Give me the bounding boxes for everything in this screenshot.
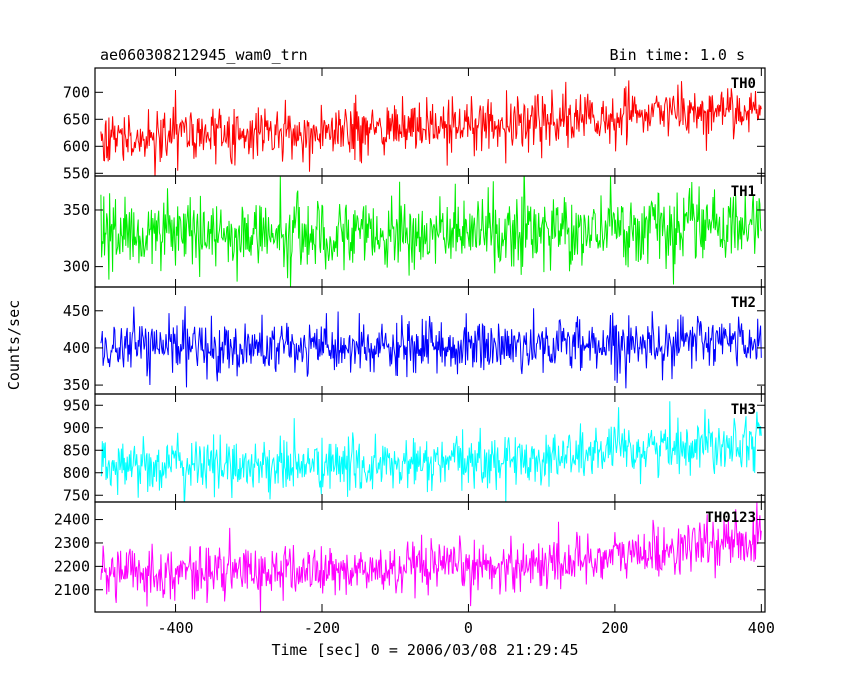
panel-frame bbox=[94, 501, 766, 613]
x-tick-label: -200 bbox=[304, 619, 340, 637]
chart-title: ae060308212945_wam0_trn bbox=[100, 46, 308, 64]
x-tick-label: 200 bbox=[601, 619, 628, 637]
series-line-th2 bbox=[100, 306, 762, 389]
panel-th0123: 2100 2200 2300 2400 TH0123 bbox=[54, 501, 766, 613]
y-axis-label: Counts/sec bbox=[5, 300, 23, 390]
series-line-th1 bbox=[100, 176, 762, 287]
panel-th0: 550 600 650 700 TH0 bbox=[63, 67, 766, 182]
x-axis: -400 -200 0 200 400 bbox=[157, 619, 774, 637]
x-tick-label: 0 bbox=[464, 619, 473, 637]
x-tick-label: -400 bbox=[157, 619, 193, 637]
y-tick-label: 2400 bbox=[54, 511, 90, 529]
y-tick-label: 2300 bbox=[54, 534, 90, 552]
panel-label: TH0123 bbox=[705, 510, 756, 526]
y-tick-label: 900 bbox=[63, 419, 90, 437]
panel-label: TH2 bbox=[731, 295, 756, 311]
y-tick-label: 2200 bbox=[54, 557, 90, 575]
panel-label: TH3 bbox=[731, 402, 756, 418]
bin-time-label: Bin time: 1.0 s bbox=[610, 46, 745, 64]
y-tick-label: 600 bbox=[63, 137, 90, 155]
y-tick-label: 700 bbox=[63, 83, 90, 101]
y-tick-label: 450 bbox=[63, 302, 90, 320]
panel-th1: 300 350 TH1 bbox=[63, 175, 766, 288]
y-tick-label: 350 bbox=[63, 201, 90, 219]
x-tick-label: 400 bbox=[748, 619, 775, 637]
y-tick-label: 2100 bbox=[54, 581, 90, 599]
series-line-th0 bbox=[100, 80, 762, 176]
series-line-th0123 bbox=[100, 502, 762, 612]
panel-label: TH0 bbox=[731, 76, 756, 92]
panels-group: 550 600 650 700 TH0 300 350 TH1 350 400 450 TH2 750 8… bbox=[54, 67, 766, 613]
panel-th2: 350 400 450 TH2 bbox=[63, 286, 766, 395]
y-tick-label: 650 bbox=[63, 110, 90, 128]
y-tick-label: 800 bbox=[63, 464, 90, 482]
y-tick-label: 400 bbox=[63, 339, 90, 357]
y-tick-label: 750 bbox=[63, 486, 90, 504]
y-tick-label: 550 bbox=[63, 164, 90, 182]
panel-label: TH1 bbox=[731, 184, 756, 200]
series-line-th3 bbox=[100, 401, 762, 502]
y-tick-label: 950 bbox=[63, 396, 90, 414]
y-tick-label: 300 bbox=[63, 258, 90, 276]
y-tick-label: 850 bbox=[63, 441, 90, 459]
x-axis-label: Time [sec] 0 = 2006/03/08 21:29:45 bbox=[271, 641, 578, 659]
panel-th3: 750 800 850 900 950 TH3 bbox=[63, 393, 766, 504]
y-tick-label: 350 bbox=[63, 376, 90, 394]
